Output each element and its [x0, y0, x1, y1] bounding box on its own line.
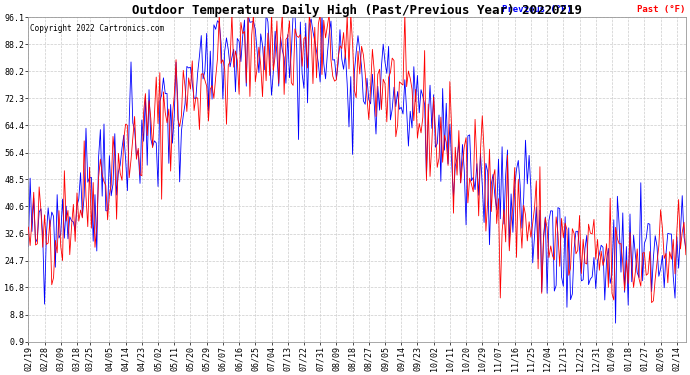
Text: Previous (°F): Previous (°F): [502, 5, 571, 14]
Text: Copyright 2022 Cartronics.com: Copyright 2022 Cartronics.com: [30, 24, 164, 33]
Text: Past (°F): Past (°F): [638, 5, 686, 14]
Title: Outdoor Temperature Daily High (Past/Previous Year) 20220219: Outdoor Temperature Daily High (Past/Pre…: [132, 4, 582, 17]
